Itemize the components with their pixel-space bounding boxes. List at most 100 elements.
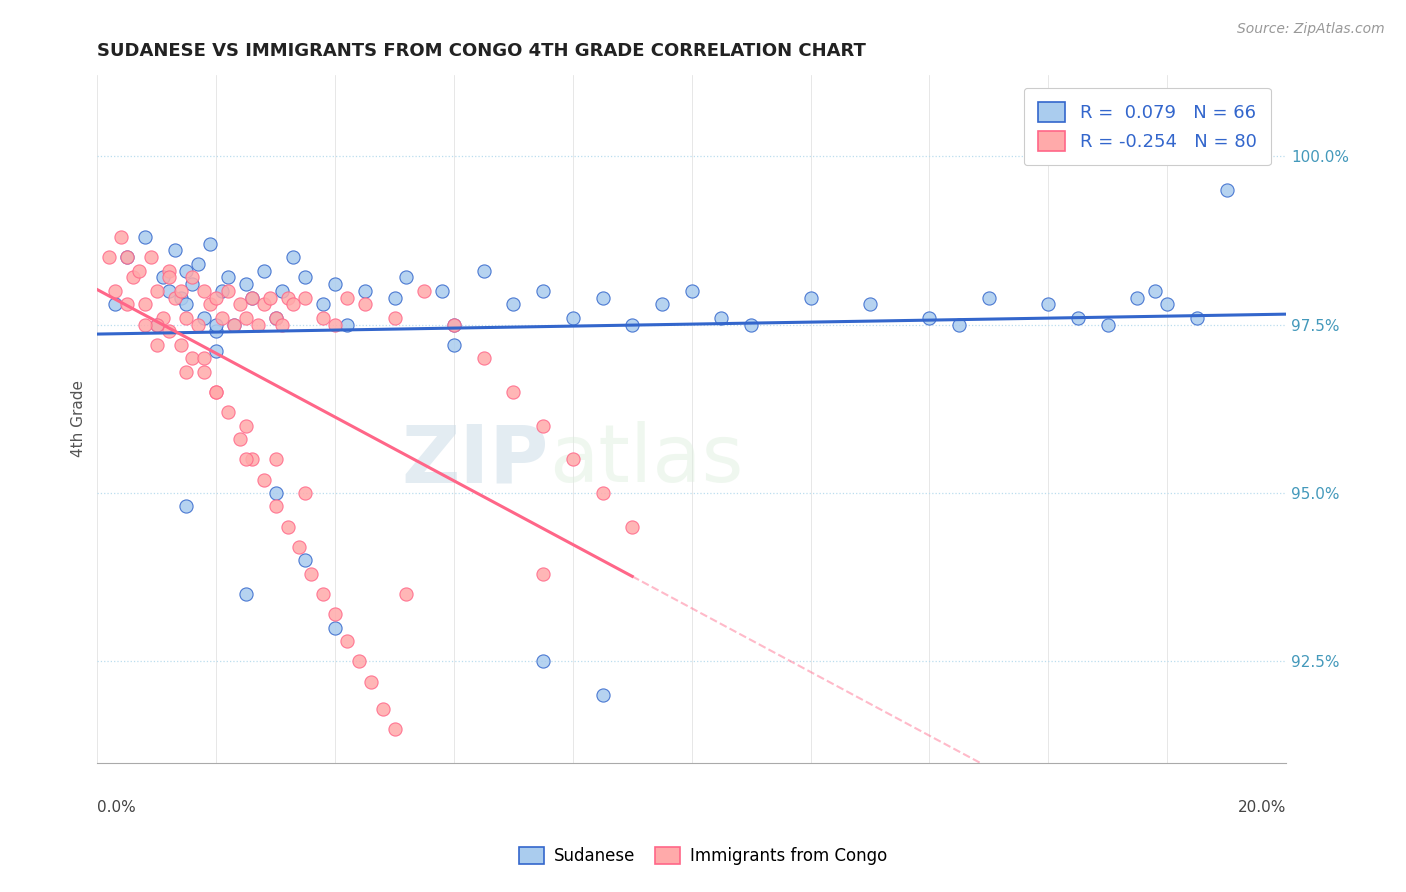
Point [443,318,465,332]
Point [246,318,269,332]
Point [353,297,375,311]
Point [918,310,941,325]
Point [104,297,127,311]
Point [200,297,222,311]
Point [323,318,346,332]
Point [253,473,276,487]
Point [240,452,263,467]
Point [531,284,554,298]
Point [1215,183,1237,197]
Point [1185,310,1208,325]
Point [312,297,335,311]
Point [122,270,145,285]
Point [146,337,169,351]
Point [193,365,215,379]
Point [384,310,406,325]
Point [240,291,263,305]
Point [139,250,162,264]
Point [98,250,121,264]
Point [336,318,359,332]
Point [592,688,614,702]
Point [211,310,233,325]
Point [187,257,209,271]
Point [205,324,228,338]
Point [152,310,174,325]
Point [193,310,215,325]
Point [799,291,821,305]
Point [283,297,305,311]
Point [710,310,733,325]
Text: Source: ZipAtlas.com: Source: ZipAtlas.com [1237,22,1385,37]
Point [353,284,375,298]
Text: 0.0%: 0.0% [97,799,136,814]
Point [229,297,252,311]
Y-axis label: 4th Grade: 4th Grade [72,380,86,458]
Point [222,318,245,332]
Point [323,607,346,622]
Point [1144,284,1167,298]
Point [200,236,222,251]
Point [1156,297,1178,311]
Point [217,284,239,298]
Point [134,318,156,332]
Point [229,432,252,446]
Point [235,310,257,325]
Point [430,284,453,298]
Point [157,324,180,338]
Point [264,500,287,514]
Point [146,318,169,332]
Point [561,310,583,325]
Point [592,486,614,500]
Point [176,500,198,514]
Point [360,674,382,689]
Point [472,351,495,366]
Point [169,284,191,298]
Point [531,655,554,669]
Point [323,621,346,635]
Point [384,291,406,305]
Point [1067,310,1090,325]
Point [1097,318,1119,332]
Point [283,250,305,264]
Point [110,230,132,244]
Point [264,452,287,467]
Point [193,284,215,298]
Point [235,452,257,467]
Point [181,351,204,366]
Point [163,244,186,258]
Point [187,318,209,332]
Point [531,566,554,581]
Point [277,291,299,305]
Point [193,351,215,366]
Point [294,291,316,305]
Point [443,318,465,332]
Point [264,310,287,325]
Legend: Sudanese, Immigrants from Congo: Sudanese, Immigrants from Congo [509,837,897,875]
Point [288,540,311,554]
Point [395,587,418,601]
Point [176,297,198,311]
Point [157,263,180,277]
Point [217,270,239,285]
Point [264,310,287,325]
Point [205,344,228,359]
Point [592,291,614,305]
Point [205,384,228,399]
Point [253,263,276,277]
Point [740,318,762,332]
Point [146,318,169,332]
Point [157,270,180,285]
Point [977,291,1000,305]
Point [205,384,228,399]
Point [384,722,406,736]
Point [134,297,156,311]
Point [312,310,335,325]
Point [681,284,703,298]
Point [235,587,257,601]
Point [146,284,169,298]
Point [176,310,198,325]
Point [336,291,359,305]
Point [443,337,465,351]
Point [205,291,228,305]
Point [152,270,174,285]
